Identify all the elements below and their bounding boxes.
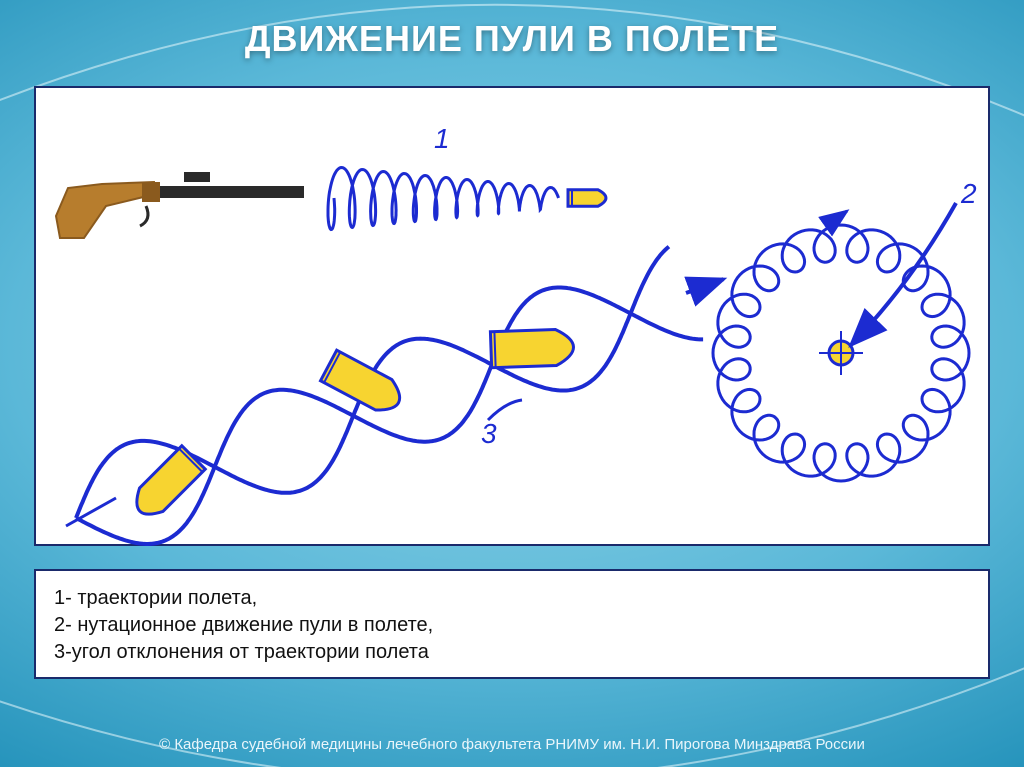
rifle-icon [56,172,304,238]
label-1: 1 [434,123,450,154]
legend-line-3: 3-угол отклонения от траектории полета [54,639,970,666]
trajectory-spiral [328,168,559,230]
legend-line-1: 1- траектории полета, [54,585,970,612]
legend-panel: 1- траектории полета, 2- нутационное дви… [34,569,990,679]
footer-credit: © Кафедра судебной медицины лечебного фа… [0,736,1024,753]
bullet-icon [568,190,606,207]
label-3: 3 [481,418,497,449]
diagram-panel: 1 2 3 [34,86,990,546]
slide-root: ДВИЖЕНИЕ ПУЛИ В ПОЛЕТЕ 1 2 3 1- траектории… [0,0,1024,767]
bullet-icon [490,329,574,368]
slide-title: ДВИЖЕНИЕ ПУЛИ В ПОЛЕТЕ [0,18,1024,60]
bullet-motion-diagram: 1 2 3 [36,88,992,548]
label-2: 2 [960,178,977,209]
legend-line-2: 2- нутационное движение пули в полете, [54,612,970,639]
